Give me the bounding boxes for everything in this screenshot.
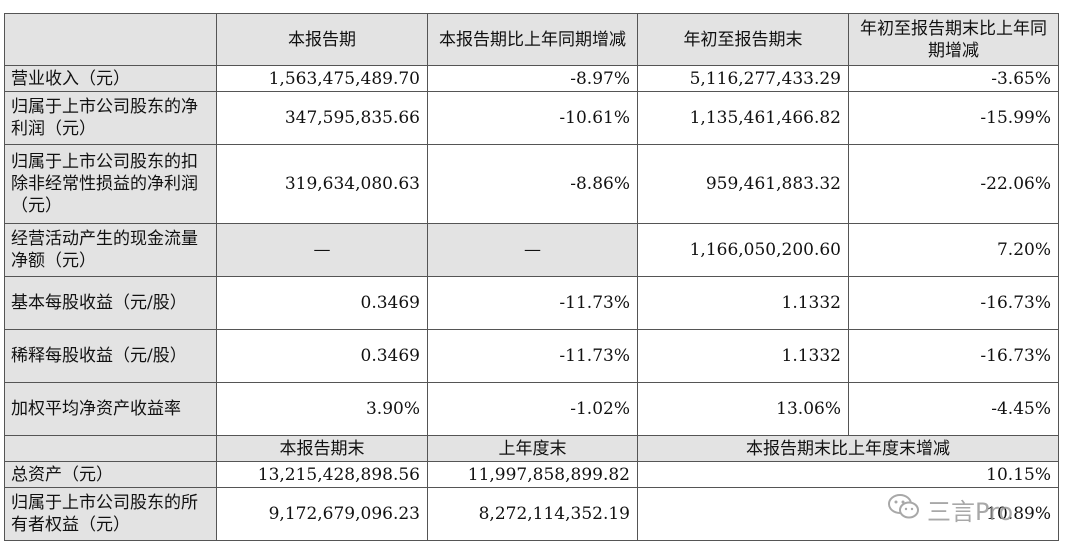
row-label: 归属于上市公司股东的净利润（元） [4,91,217,145]
header-current-period-yoy: 本报告期比上年同期增减 [427,13,638,66]
cell-value: 1,135,461,466.82 [637,91,849,145]
table-row: 总资产（元） 13,215,428,898.56 11,997,858,899.… [4,461,1059,488]
cell-value: 0.3469 [216,329,428,383]
row-label: 归属于上市公司股东的所有者权益（元） [4,487,217,541]
header-period-end-change: 本报告期末比上年度末增减 [637,435,1059,462]
row-label: 稀释每股收益（元/股） [4,329,217,383]
cell-value: 10.89% [637,487,1059,541]
table-row: 经营活动产生的现金流量净额（元） — — 1,166,050,200.60 7.… [4,223,1059,277]
cell-value: 1,166,050,200.60 [637,223,849,277]
header-ytd-yoy: 年初至报告期末比上年同期增减 [848,13,1059,66]
header-row: 本报告期 本报告期比上年同期增减 年初至报告期末 年初至报告期末比上年同期增减 [4,13,1059,66]
header-blank-cell [4,435,217,462]
financial-data-table: 本报告期 本报告期比上年同期增减 年初至报告期末 年初至报告期末比上年同期增减 … [4,13,1059,541]
cell-value: 0.3469 [216,276,428,330]
cell-value: -8.97% [427,65,638,92]
row-label: 营业收入（元） [4,65,217,92]
table-row: 稀释每股收益（元/股） 0.3469 -11.73% 1.1332 -16.73… [4,329,1059,383]
cell-value: -4.45% [848,382,1059,436]
cell-value: 347,595,835.66 [216,91,428,145]
cell-value: -10.61% [427,91,638,145]
cell-value: -22.06% [848,144,1059,224]
table-row: 营业收入（元） 1,563,475,489.70 -8.97% 5,116,27… [4,65,1059,92]
cell-value-na: — [427,223,638,277]
cell-value: 1,563,475,489.70 [216,65,428,92]
table-row: 归属于上市公司股东的所有者权益（元） 9,172,679,096.23 8,27… [4,487,1059,541]
row-label: 总资产（元） [4,461,217,488]
header-prior-year-end: 上年度末 [427,435,638,462]
header-blank-cell [4,13,217,66]
cell-value: 10.15% [637,461,1059,488]
table-row: 归属于上市公司股东的扣除非经常性损益的净利润（元） 319,634,080.63… [4,144,1059,224]
cell-value: 1.1332 [637,329,849,383]
cell-value: -11.73% [427,276,638,330]
cell-value: -11.73% [427,329,638,383]
header-row-2: 本报告期末 上年度末 本报告期末比上年度末增减 [4,435,1059,462]
cell-value: -16.73% [848,329,1059,383]
cell-value: 5,116,277,433.29 [637,65,849,92]
cell-value: -1.02% [427,382,638,436]
cell-value: 8,272,114,352.19 [427,487,638,541]
cell-value: 959,461,883.32 [637,144,849,224]
cell-value: 319,634,080.63 [216,144,428,224]
cell-value: -16.73% [848,276,1059,330]
cell-value: 3.90% [216,382,428,436]
cell-value-na: — [216,223,428,277]
cell-value: 11,997,858,899.82 [427,461,638,488]
cell-value: 1.1332 [637,276,849,330]
header-period-end: 本报告期末 [216,435,428,462]
row-label: 归属于上市公司股东的扣除非经常性损益的净利润（元） [4,144,217,224]
cell-value: 9,172,679,096.23 [216,487,428,541]
cell-value: 13.06% [637,382,849,436]
table-row: 归属于上市公司股东的净利润（元） 347,595,835.66 -10.61% … [4,91,1059,145]
table-row: 加权平均净资产收益率 3.90% -1.02% 13.06% -4.45% [4,382,1059,436]
header-current-period: 本报告期 [216,13,428,66]
header-ytd: 年初至报告期末 [637,13,849,66]
row-label: 经营活动产生的现金流量净额（元） [4,223,217,277]
table-row: 基本每股收益（元/股） 0.3469 -11.73% 1.1332 -16.73… [4,276,1059,330]
cell-value: -15.99% [848,91,1059,145]
cell-value: -8.86% [427,144,638,224]
row-label: 加权平均净资产收益率 [4,382,217,436]
row-label: 基本每股收益（元/股） [4,276,217,330]
cell-value: 7.20% [848,223,1059,277]
cell-value: 13,215,428,898.56 [216,461,428,488]
cell-value: -3.65% [848,65,1059,92]
